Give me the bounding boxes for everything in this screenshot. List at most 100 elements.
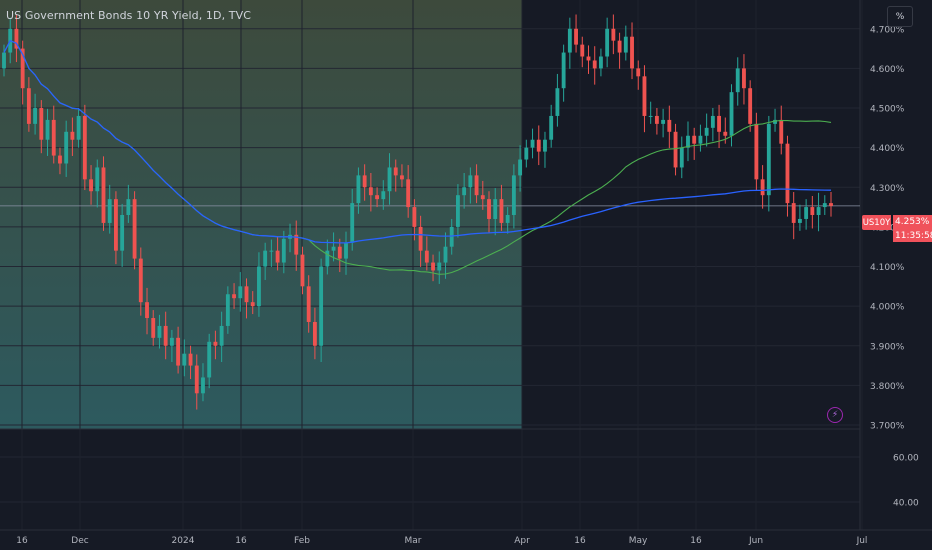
percent-scale-button[interactable]: % [887,6,913,27]
time-tick-label: 16 [574,536,586,546]
candle-body [14,28,19,49]
candle-body [393,167,398,176]
time-axis[interactable]: 16 Dec 2024 16 Feb Mar Apr 16 May 16 Jun Jul [16,536,867,546]
indicator-tick-label: 40.00 [893,499,919,509]
candle-body [673,131,678,168]
candle-body [89,179,93,192]
candle-body [58,155,62,164]
candle-body [773,119,777,124]
price-tick-label: 4.600% [870,65,905,75]
lightning-icon[interactable]: ⚡ [827,407,843,423]
candle-body [325,250,330,267]
price-tick-label: 4.100% [870,263,905,273]
candle-body [667,119,672,132]
candle-body [574,28,578,45]
candle-body [151,318,156,338]
candle-body [101,167,106,223]
candle-body [39,108,44,140]
candle-body [524,147,529,160]
candle-body [623,36,628,53]
candle-body [580,44,585,57]
candle-body [679,147,684,168]
last-price-badge: US10Y 4.253% 11:35:58 [862,215,932,242]
candle-body [356,175,361,204]
candle-body [319,266,324,346]
candle-body [275,250,280,263]
time-tick-label: Dec [71,536,88,546]
candle-body [281,238,286,263]
candle-body [238,286,243,299]
candle-body [518,159,523,176]
candle-body [822,203,827,208]
candle-body [816,207,821,215]
bar-countdown: 11:35:58 [893,229,932,242]
candle-body [126,199,131,215]
candle-body [95,167,100,192]
indicator-axis[interactable]: 60.00 40.00 [893,454,919,509]
candle-body [754,123,759,180]
price-tick-label: 4.400% [870,144,905,154]
candle-body [194,365,199,394]
candle-body [785,143,790,204]
candle-body [648,115,653,117]
candle-body [424,250,429,263]
candle-body [549,115,554,140]
candle-body [113,199,118,251]
time-tick-label: 16 [16,536,28,546]
candle-body [617,40,622,53]
candle-body [431,262,435,271]
candle-body [536,139,541,152]
candle-body [779,119,784,144]
price-tick-label: 3.700% [870,422,905,432]
candle-body [232,294,236,299]
candle-body [400,175,404,180]
candle-body [654,115,659,124]
candle-body [611,28,616,41]
candle-body [76,115,81,140]
price-tick-label: 4.300% [870,184,905,194]
candle-body [188,353,193,366]
time-tick-label: 16 [690,536,702,546]
candles [2,14,833,410]
time-tick-label: 2024 [172,536,195,546]
candle-body [269,250,274,252]
candle-body [605,28,610,57]
candle-body [225,294,230,326]
candle-body [630,36,634,69]
candle-body [132,199,137,259]
chart-title: US Government Bonds 10 YR Yield, 1D, TVC [6,9,252,22]
candle-body [449,226,454,247]
price-tick-label: 3.900% [870,342,905,352]
candle-body [760,179,765,196]
candle-body [742,68,746,89]
candle-body [250,302,255,307]
candle-body [331,246,336,251]
candle-body [586,56,591,61]
candle-body [368,187,373,196]
candle-body [138,258,143,303]
candle-body [257,266,261,307]
symbol-badge: US10Y [862,215,891,230]
candle-body [20,48,25,89]
candle-body [704,127,709,136]
candle-body [207,341,212,378]
candle-body [145,302,149,319]
candle-body [443,246,448,263]
candle-body [306,286,311,322]
candle-body [406,179,411,208]
candle-body [45,119,50,140]
candle-body [51,119,56,156]
candle-body [418,226,423,251]
candle-body [263,250,268,267]
candle-body [468,175,473,188]
grid-lines [0,28,860,503]
candle-body [294,234,299,255]
time-tick-label: Apr [514,536,530,546]
candle-body [729,92,734,136]
candle-body [487,199,491,219]
time-tick-label: 16 [235,536,247,546]
candle-body [70,131,75,140]
last-price-value: 4.253% [893,215,932,229]
candle-body [26,88,31,124]
